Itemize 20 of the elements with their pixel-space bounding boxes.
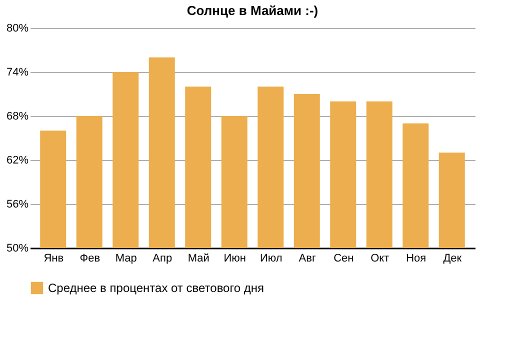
x-tick-label: Янв (44, 252, 64, 264)
legend-label: Среднее в процентах от светового дня (48, 281, 264, 295)
x-tick-label: Май (188, 252, 210, 264)
x-tick-label: Дек (443, 252, 462, 264)
x-tick-label: Июл (260, 252, 282, 264)
chart-title: Солнце в Майами :-) (186, 3, 318, 18)
x-tick-label: Авг (298, 252, 316, 264)
x-tick-label: Сен (334, 252, 354, 264)
x-tick-label: Окт (370, 252, 390, 264)
x-tick-label: Июн (224, 252, 246, 264)
y-tick-label: 80% (6, 22, 29, 34)
y-tick-label: 50% (6, 242, 29, 254)
x-tick-label: Мар (115, 252, 137, 264)
x-tick-label: Апр (152, 252, 172, 264)
y-tick-label: 62% (6, 154, 29, 166)
x-tick-label: Ноя (406, 252, 426, 264)
y-tick-label: 68% (6, 110, 29, 122)
y-tick-label: 56% (6, 198, 29, 210)
x-tick-label: Фев (80, 252, 100, 264)
y-tick-label: 74% (6, 66, 29, 78)
